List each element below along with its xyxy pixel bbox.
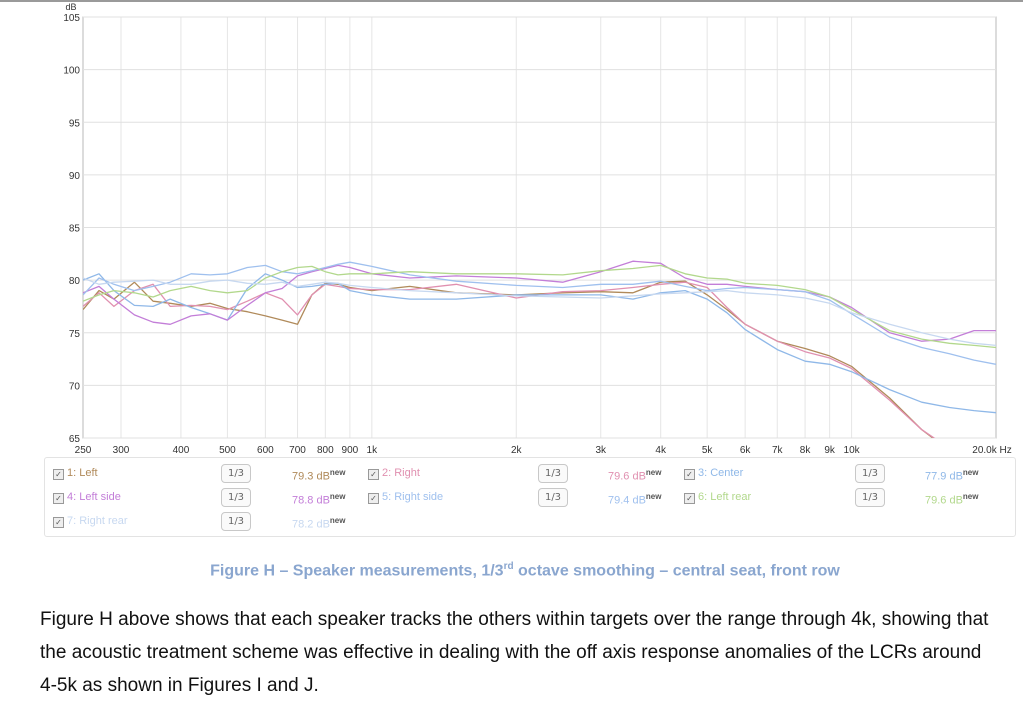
- legend-level: 78.2 dBnew: [292, 514, 345, 532]
- x-tick-label: 6k: [740, 445, 752, 456]
- legend-label: 7: Right rear: [67, 515, 128, 527]
- smoothing-button[interactable]: 1/3: [221, 464, 251, 483]
- legend-entry[interactable]: ✓ 2: Right: [368, 466, 420, 480]
- legend-entry[interactable]: ✓ 3: Center: [684, 466, 743, 480]
- x-tick-label: 900: [342, 445, 359, 456]
- legend-checkbox[interactable]: ✓: [53, 469, 64, 480]
- legend-entry[interactable]: ✓ 5: Right side: [368, 490, 443, 504]
- x-tick-label: 250: [75, 445, 92, 456]
- legend-entry[interactable]: ✓ 1: Left: [53, 466, 98, 480]
- y-tick-label: 105: [63, 13, 80, 24]
- smoothing-button[interactable]: 1/3: [538, 464, 568, 483]
- smoothing-button[interactable]: 1/3: [221, 512, 251, 531]
- level-value: 79.6 dB: [608, 470, 646, 483]
- y-tick-label: 80: [69, 276, 81, 287]
- series-line: [83, 264, 996, 349]
- y-unit-label: dB: [65, 2, 76, 12]
- legend-entry[interactable]: ✓ 7: Right rear: [53, 514, 128, 528]
- level-tag: new: [329, 468, 346, 477]
- legend-label: 2: Right: [382, 467, 420, 479]
- level-tag: new: [329, 516, 346, 525]
- legend-level: 79.4 dBnew: [608, 490, 661, 508]
- y-tick-label: 65: [69, 434, 81, 445]
- x-tick-label: 2k: [511, 445, 523, 456]
- legend-label: 1: Left: [67, 467, 98, 479]
- legend-level: 79.6 dBnew: [925, 490, 978, 508]
- level-value: 79.3 dB: [292, 470, 330, 483]
- series-line: [83, 261, 996, 365]
- x-tick-label: 300: [113, 445, 130, 456]
- legend-checkbox[interactable]: ✓: [368, 493, 379, 504]
- legend-label: 3: Center: [698, 467, 744, 479]
- x-tick-label: 3k: [595, 445, 607, 456]
- y-tick-label: 90: [69, 171, 81, 182]
- level-tag: new: [962, 468, 979, 477]
- level-value: 79.4 dB: [608, 494, 646, 507]
- legend-label: 6: Left rear: [698, 491, 752, 503]
- legend-label: 5: Right side: [382, 491, 444, 503]
- level-tag: new: [329, 492, 346, 501]
- y-tick-label: 75: [69, 329, 81, 340]
- x-tick-label: 400: [173, 445, 190, 456]
- caption-text-start: Figure H – Speaker measurements, 1/3: [210, 562, 504, 580]
- legend-checkbox[interactable]: ✓: [53, 493, 64, 504]
- x-tick-label: 500: [219, 445, 236, 456]
- x-tick-label: 10k: [844, 445, 861, 456]
- x-tick-label: 1k: [367, 445, 379, 456]
- body-paragraph: Figure H above shows that each speaker t…: [40, 609, 989, 696]
- x-tick-label: 600: [257, 445, 274, 456]
- smoothing-button[interactable]: 1/3: [538, 488, 568, 507]
- level-tag: new: [645, 492, 662, 501]
- legend-checkbox[interactable]: ✓: [684, 493, 695, 504]
- legend-entry[interactable]: ✓ 6: Left rear: [684, 490, 751, 504]
- y-tick-label: 70: [69, 381, 81, 392]
- x-tick-label: 4k: [655, 445, 667, 456]
- legend-level: 79.6 dBnew: [608, 466, 661, 484]
- y-tick-label: 95: [69, 118, 81, 129]
- legend-checkbox[interactable]: ✓: [368, 469, 379, 480]
- x-tick-label: 9k: [824, 445, 836, 456]
- caption-superscript: rd: [503, 561, 514, 572]
- level-tag: new: [962, 492, 979, 501]
- legend-label: 4: Left side: [67, 491, 121, 503]
- series-line: [83, 273, 996, 414]
- smoothing-button[interactable]: 1/3: [855, 464, 885, 483]
- x-tick-label: 5k: [702, 445, 714, 456]
- legend-checkbox[interactable]: ✓: [684, 469, 695, 480]
- level-value: 78.2 dB: [292, 518, 330, 531]
- legend-checkbox[interactable]: ✓: [53, 517, 64, 528]
- legend: ✓ 1: Left 1/3 79.3 dBnew ✓ 2: Right 1/3 79.6 dB…: [44, 457, 1016, 537]
- x-tick-label: 7k: [772, 445, 784, 456]
- smoothing-button[interactable]: 1/3: [855, 488, 885, 507]
- legend-level: 79.3 dBnew: [292, 466, 345, 484]
- legend-level: 78.8 dBnew: [292, 490, 345, 508]
- x-tick-label: 700: [289, 445, 306, 456]
- x-tick-label: 20.0k Hz: [972, 445, 1011, 456]
- level-value: 77.9 dB: [925, 470, 963, 483]
- smoothing-button[interactable]: 1/3: [221, 488, 251, 507]
- figure-caption: Figure H – Speaker measurements, 1/3rd o…: [0, 561, 1023, 580]
- top-rule: [0, 0, 1023, 2]
- legend-level: 77.9 dBnew: [925, 466, 978, 484]
- level-tag: new: [645, 468, 662, 477]
- y-tick-label: 85: [69, 224, 81, 235]
- legend-entry[interactable]: ✓ 4: Left side: [53, 490, 121, 504]
- y-tick-label: 100: [63, 66, 80, 77]
- series-line: [83, 277, 996, 347]
- x-tick-label: 8k: [800, 445, 812, 456]
- level-value: 79.6 dB: [925, 494, 963, 507]
- caption-text-end: octave smoothing – central seat, front r…: [513, 562, 840, 580]
- level-value: 78.8 dB: [292, 494, 330, 507]
- series-group: [83, 260, 996, 438]
- x-tick-label: 800: [317, 445, 334, 456]
